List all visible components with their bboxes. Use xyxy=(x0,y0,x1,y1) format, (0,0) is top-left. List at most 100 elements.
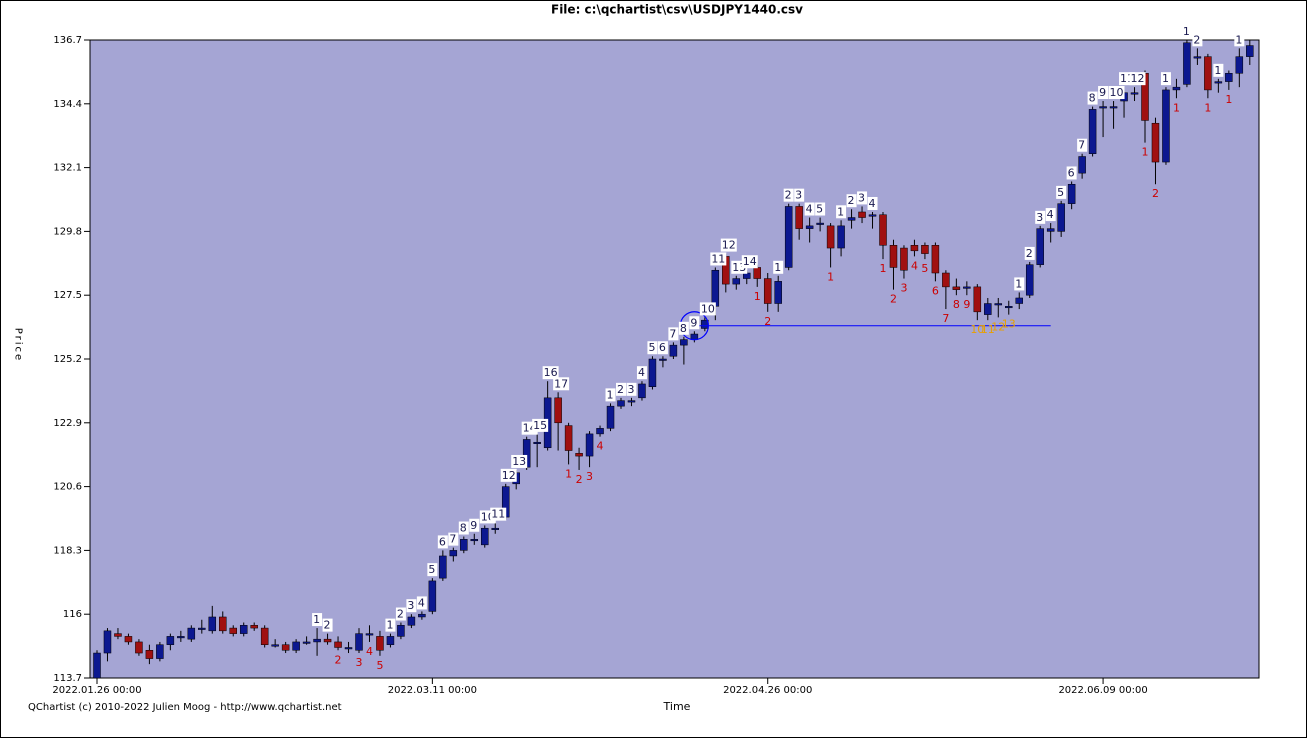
labels-below: 2 xyxy=(764,315,771,328)
labels-above: 1 xyxy=(837,205,844,218)
label-box xyxy=(490,507,507,521)
y-tick-label: 127.5 xyxy=(53,290,82,301)
candle-body xyxy=(407,616,416,626)
labels-above: 9 xyxy=(470,519,477,532)
label-box xyxy=(1129,72,1146,86)
labels-above: 6 xyxy=(659,341,666,354)
label-box xyxy=(616,382,626,396)
labels-below: 2 xyxy=(1152,187,1159,200)
labels-below: 5 xyxy=(921,262,928,275)
label-box xyxy=(448,532,459,546)
candle-body xyxy=(805,225,814,229)
candle-body xyxy=(847,217,856,221)
labels-below: 1 xyxy=(1142,146,1149,159)
label-box xyxy=(322,618,333,632)
label-box xyxy=(511,454,528,468)
candle-body xyxy=(93,652,101,679)
y-tick-label: 136.7 xyxy=(53,35,82,46)
label-box xyxy=(657,341,668,355)
candle-body xyxy=(942,272,950,288)
candle-body xyxy=(648,358,657,387)
labels-above: 3 xyxy=(1036,211,1043,224)
label-box xyxy=(857,191,868,205)
labels-above: 2 xyxy=(1026,247,1033,260)
candle-body xyxy=(690,333,699,340)
label-box xyxy=(542,366,559,380)
chart-title: File: c:\qchartist\csv\USDJPY1440.csv xyxy=(551,3,803,17)
labels-below: 3 xyxy=(356,656,363,669)
candle-body xyxy=(1151,122,1160,163)
label-box xyxy=(553,377,570,391)
candle-body xyxy=(1088,109,1097,154)
labels-below: 1 xyxy=(1173,101,1180,114)
candle-body xyxy=(879,214,887,246)
label-box xyxy=(794,188,805,202)
candle-body xyxy=(952,286,961,290)
candle-body xyxy=(145,650,154,659)
candle-body xyxy=(753,267,761,279)
labels-above: 8 xyxy=(460,522,467,535)
label-box xyxy=(1077,138,1088,152)
label-box xyxy=(406,599,417,613)
labels-above: 1 xyxy=(1015,277,1022,290)
label-box xyxy=(647,341,658,355)
label-box xyxy=(458,521,469,535)
candle-body xyxy=(973,286,982,313)
labels-above: 1 xyxy=(1162,72,1169,85)
label-box xyxy=(1035,210,1046,224)
label-box xyxy=(312,613,323,627)
candle-body xyxy=(302,641,311,644)
candle-body xyxy=(575,453,583,457)
candle-body xyxy=(921,245,929,254)
labels-above: 4 xyxy=(638,366,645,379)
candle-body xyxy=(659,358,667,361)
label-box xyxy=(1014,277,1025,291)
label-box xyxy=(532,418,549,432)
label-box xyxy=(395,607,406,621)
labels-countdown: 13 xyxy=(1002,318,1016,331)
labels-below: 1 xyxy=(1204,101,1211,114)
labels-above: 5 xyxy=(648,341,655,354)
label-box xyxy=(668,327,679,341)
labels-above: 1 xyxy=(313,613,320,626)
candle-body xyxy=(1015,297,1023,304)
candle-body xyxy=(114,633,122,637)
candle-body xyxy=(837,225,845,249)
label-box xyxy=(815,202,826,216)
label-box xyxy=(626,382,637,396)
labels-below: 3 xyxy=(586,470,593,483)
candle-body xyxy=(187,627,196,640)
candle-body xyxy=(627,400,636,403)
x-tick-label: 2022.04.26 00:00 xyxy=(723,685,812,696)
labels-below: 1 xyxy=(827,270,834,283)
labels-above: 6 xyxy=(439,535,446,548)
label-box xyxy=(1087,91,1098,105)
candle-body xyxy=(1246,45,1254,57)
labels-above: 6 xyxy=(1068,166,1075,179)
footer: QChartist (c) 2010-2022 Julien Moog - ht… xyxy=(28,702,342,713)
candle-body xyxy=(260,627,269,645)
candle-body xyxy=(334,641,342,648)
candle-body xyxy=(931,245,940,274)
candle-body xyxy=(1109,106,1118,109)
labels-above: 10 xyxy=(1110,86,1124,99)
x-tick-label: 2022.01.26 00:00 xyxy=(52,685,141,696)
y-tick-label: 132.1 xyxy=(53,163,82,174)
labels-above: 8 xyxy=(680,322,687,335)
candle-body xyxy=(365,633,374,636)
candle-body xyxy=(208,616,217,632)
labels-above: 10 xyxy=(701,302,715,315)
candle-body xyxy=(198,627,206,630)
candle-body xyxy=(795,206,803,229)
candle-body xyxy=(156,644,164,659)
labels-below: 1 xyxy=(1225,93,1232,106)
labels-above: 5 xyxy=(816,203,823,216)
candle-body xyxy=(428,580,437,612)
candle-body xyxy=(344,647,353,650)
labels-above: 2 xyxy=(397,608,404,621)
candle-body xyxy=(292,641,300,651)
labels-below: 7 xyxy=(942,312,949,325)
label-box xyxy=(1234,33,1245,47)
labels-above: 2 xyxy=(617,383,624,396)
label-box xyxy=(773,260,784,274)
